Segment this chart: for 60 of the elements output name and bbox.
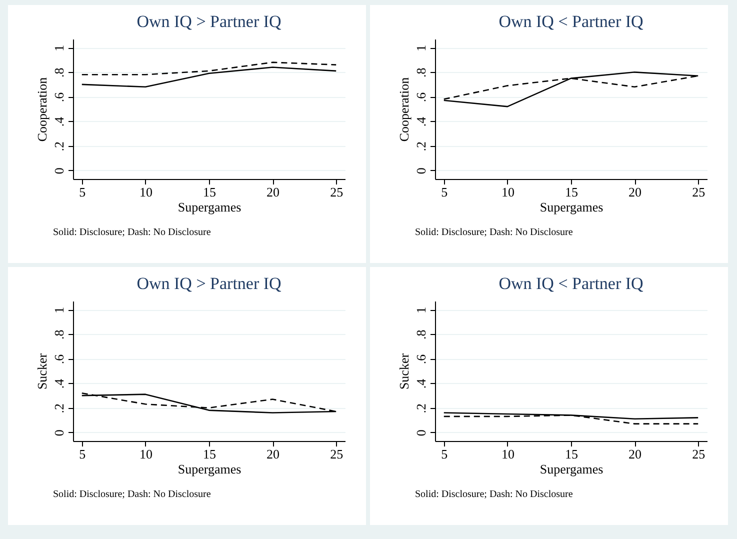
x-tick-label: 20: [266, 446, 280, 462]
y-axis-title: Cooperation: [396, 76, 412, 142]
y-tick-label: .6: [414, 354, 428, 364]
x-tick-label: 20: [628, 184, 642, 200]
x-tick-label: 5: [79, 446, 86, 462]
chart-title: Own IQ < Partner IQ: [498, 12, 644, 31]
x-tick-label: 25: [692, 184, 706, 200]
y-axis-title: Cooperation: [34, 76, 50, 142]
y-axis-title: Sucker: [34, 352, 50, 390]
y-tick-label: .2: [52, 141, 66, 152]
y-tick-label: .2: [414, 403, 428, 414]
x-tick-label: 25: [692, 446, 706, 462]
x-axis-title: Supergames: [178, 200, 242, 214]
x-axis-title: Supergames: [178, 462, 242, 476]
x-tick-label: 15: [565, 184, 578, 200]
y-tick-label: .4: [52, 378, 66, 389]
y-tick-label: 0: [414, 168, 428, 174]
text: Solid: Disclosure; Dash: No Disclosure: [53, 227, 212, 238]
y-tick-label: 1: [414, 306, 428, 314]
text: Solid: Disclosure; Dash: No Disclosure: [415, 227, 574, 238]
x-tick-label: 15: [203, 446, 216, 462]
y-tick-label: 1: [52, 306, 66, 314]
chart-title: Own IQ > Partner IQ: [136, 274, 282, 293]
x-tick-label: 10: [501, 184, 514, 200]
chart-title: Own IQ > Partner IQ: [136, 12, 282, 31]
y-tick-label: .8: [414, 330, 428, 340]
y-tick-label: .4: [414, 116, 428, 127]
y-tick-label: .4: [414, 378, 428, 389]
x-axis-title: Supergames: [540, 200, 604, 214]
x-tick-label: 15: [203, 184, 216, 200]
y-tick-label: .2: [414, 141, 428, 152]
y-tick-label: .6: [52, 92, 66, 102]
y-tick-label: 0: [52, 430, 66, 436]
y-tick-label: .4: [52, 116, 66, 127]
text: Solid: Disclosure; Dash: No Disclosure: [415, 489, 574, 500]
chart-title: Own IQ < Partner IQ: [498, 274, 644, 293]
y-tick-label: .8: [52, 330, 66, 340]
x-tick-label: 5: [441, 446, 448, 462]
y-tick-label: 1: [414, 44, 428, 52]
y-tick-label: 1: [52, 44, 66, 52]
x-tick-label: 25: [330, 184, 344, 200]
x-tick-label: 10: [139, 446, 152, 462]
x-axis-title: Supergames: [540, 462, 604, 476]
y-tick-label: 0: [52, 168, 66, 174]
y-tick-label: 0: [414, 430, 428, 436]
y-tick-label: .8: [52, 68, 66, 78]
y-tick-label: .2: [52, 403, 66, 414]
x-tick-label: 20: [628, 446, 642, 462]
y-tick-label: .6: [414, 92, 428, 102]
x-tick-label: 5: [441, 184, 448, 200]
x-tick-label: 20: [266, 184, 280, 200]
x-tick-label: 5: [79, 184, 86, 200]
y-tick-label: .8: [414, 68, 428, 78]
x-tick-label: 10: [139, 184, 152, 200]
y-axis-title: Sucker: [396, 352, 412, 390]
x-tick-label: 10: [501, 446, 514, 462]
y-tick-label: .6: [52, 354, 66, 364]
x-tick-label: 25: [330, 446, 344, 462]
x-tick-label: 15: [565, 446, 578, 462]
text: Solid: Disclosure; Dash: No Disclosure: [53, 489, 212, 500]
